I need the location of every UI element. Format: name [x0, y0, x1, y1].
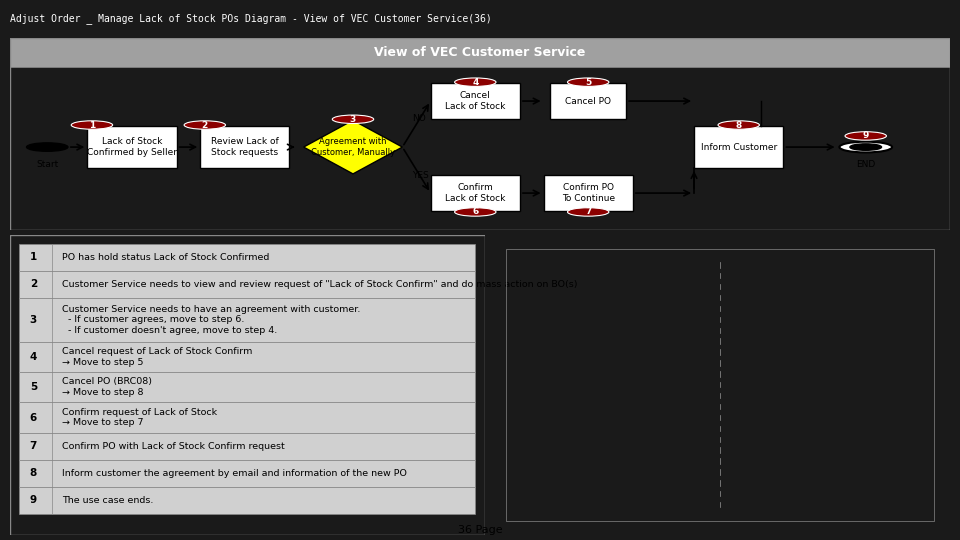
Circle shape: [71, 121, 112, 129]
Text: Confirm PO with Lack of Stock Confirm request: Confirm PO with Lack of Stock Confirm re…: [61, 442, 284, 451]
Bar: [19, 402, 475, 433]
Text: Confirm request of Lack of Stock
→ Move to step 7: Confirm request of Lack of Stock → Move …: [61, 408, 217, 427]
Text: View of VEC Customer Service: View of VEC Customer Service: [374, 46, 586, 59]
Circle shape: [455, 78, 496, 86]
Text: Customer Service needs to view and review request of "Lack of Stock Confirm" and: Customer Service needs to view and revie…: [61, 280, 577, 289]
Text: Cancel PO: Cancel PO: [565, 97, 612, 105]
Text: 36 Page: 36 Page: [458, 524, 502, 535]
FancyBboxPatch shape: [87, 126, 177, 168]
Text: END: END: [856, 160, 876, 169]
Text: Inform Customer: Inform Customer: [701, 143, 777, 152]
Bar: [19, 433, 475, 460]
Bar: [19, 460, 475, 487]
FancyBboxPatch shape: [543, 175, 633, 211]
Text: NO: NO: [412, 114, 425, 123]
Text: 7: 7: [585, 207, 591, 217]
Text: 1: 1: [30, 252, 37, 262]
Text: PO has hold status Lack of Stock Confirmed: PO has hold status Lack of Stock Confirm…: [61, 253, 269, 262]
Circle shape: [455, 208, 496, 216]
FancyBboxPatch shape: [550, 83, 626, 119]
Bar: [19, 372, 475, 402]
Text: 2: 2: [30, 279, 37, 289]
Bar: [19, 487, 475, 514]
Text: 9: 9: [30, 495, 36, 505]
Text: 5: 5: [585, 78, 591, 87]
Text: 2: 2: [202, 120, 208, 130]
Circle shape: [184, 121, 226, 129]
FancyBboxPatch shape: [694, 126, 783, 168]
Text: Adjust Order _ Manage Lack of Stock POs Diagram - View of VEC Customer Service(3: Adjust Order _ Manage Lack of Stock POs …: [10, 14, 492, 24]
FancyBboxPatch shape: [200, 126, 290, 168]
Text: YES: YES: [412, 171, 428, 180]
Text: Inform customer the agreement by email and information of the new PO: Inform customer the agreement by email a…: [61, 469, 407, 478]
Text: Confirm
Lack of Stock: Confirm Lack of Stock: [445, 184, 506, 203]
FancyBboxPatch shape: [431, 83, 520, 119]
Circle shape: [839, 141, 892, 152]
Circle shape: [718, 121, 759, 129]
Text: Review Lack of
Stock requests: Review Lack of Stock requests: [211, 137, 278, 157]
Circle shape: [850, 144, 881, 150]
Text: 3: 3: [30, 315, 37, 325]
Text: 5: 5: [30, 382, 37, 392]
Bar: [19, 298, 475, 342]
Text: 8: 8: [735, 120, 742, 130]
Text: Customer Service needs to have an agreement with customer.
  - If customer agree: Customer Service needs to have an agreem…: [61, 305, 360, 335]
Text: Cancel PO (BRC08)
→ Move to step 8: Cancel PO (BRC08) → Move to step 8: [61, 377, 152, 397]
Text: Start: Start: [36, 160, 59, 170]
Bar: [19, 244, 475, 271]
Circle shape: [845, 132, 886, 140]
Text: Lack of Stock
Confirmed by Seller: Lack of Stock Confirmed by Seller: [87, 137, 177, 157]
Polygon shape: [303, 120, 402, 174]
Text: 6: 6: [472, 207, 478, 217]
Circle shape: [567, 78, 609, 86]
Circle shape: [567, 208, 609, 216]
Text: Cancel request of Lack of Stock Confirm
→ Move to step 5: Cancel request of Lack of Stock Confirm …: [61, 347, 252, 367]
Text: 8: 8: [30, 468, 37, 478]
Text: Cancel
Lack of Stock: Cancel Lack of Stock: [445, 91, 506, 111]
Bar: [19, 271, 475, 298]
Text: 1: 1: [88, 120, 95, 130]
Bar: [19, 342, 475, 372]
Text: 6: 6: [30, 413, 37, 422]
Circle shape: [27, 143, 68, 151]
Text: 4: 4: [30, 352, 37, 362]
Text: Agreement with
Customer, Manually: Agreement with Customer, Manually: [311, 137, 396, 157]
Circle shape: [332, 115, 373, 124]
Bar: [10, 38, 950, 66]
Text: 9: 9: [862, 131, 869, 140]
Text: 4: 4: [472, 78, 478, 87]
FancyBboxPatch shape: [431, 175, 520, 211]
Text: 7: 7: [30, 441, 37, 451]
Text: Confirm PO
To Continue: Confirm PO To Continue: [562, 184, 614, 203]
Text: 3: 3: [349, 115, 356, 124]
Text: The use case ends.: The use case ends.: [61, 496, 154, 505]
